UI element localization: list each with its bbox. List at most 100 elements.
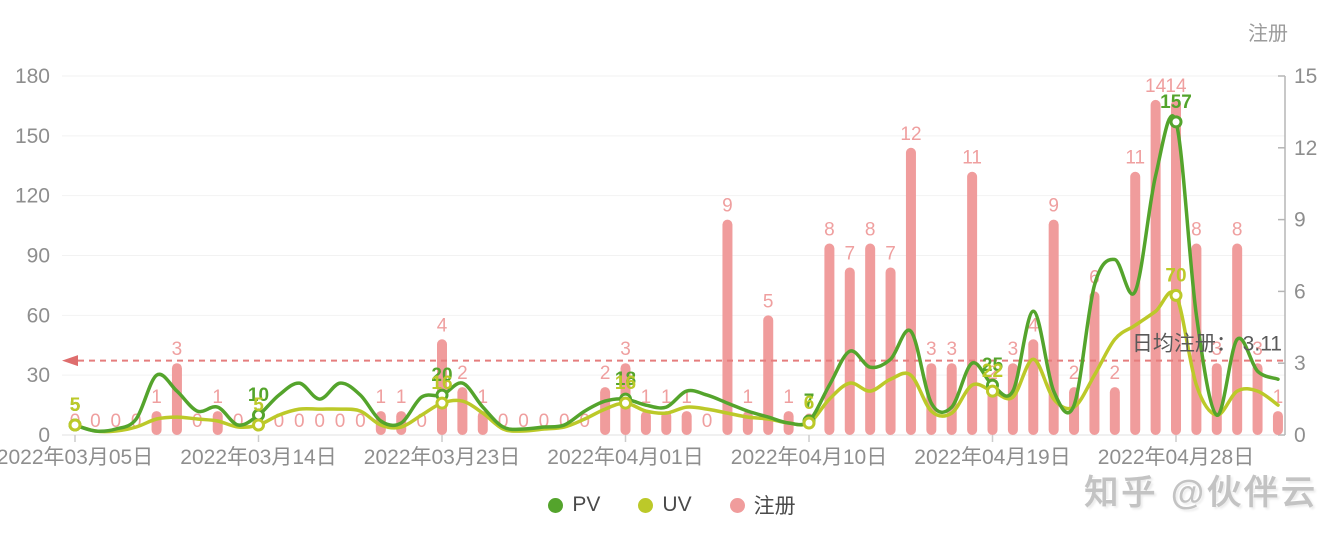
- uv-marker: [802, 416, 816, 430]
- registration-value-label: 1: [212, 387, 223, 408]
- uv-marker: [1169, 288, 1183, 302]
- registration-value-label: 1: [681, 387, 692, 408]
- registration-value-label: 9: [722, 196, 733, 217]
- registration-value-label: 1: [396, 387, 407, 408]
- x-axis-tick-label: 2022年03月05日: [0, 446, 153, 469]
- registration-value-label: 3: [1211, 339, 1222, 360]
- registration-value-label: 1: [477, 387, 488, 408]
- legend-item-uv[interactable]: UV: [638, 493, 692, 517]
- registration-value-label: 0: [539, 411, 550, 432]
- registration-bar: [151, 411, 162, 435]
- registration-value-label: 0: [416, 411, 427, 432]
- registration-value-label: 0: [192, 411, 203, 432]
- registration-bar: [1109, 387, 1120, 435]
- registration-value-label: 11: [1125, 148, 1145, 169]
- registration-value-label: 0: [518, 411, 529, 432]
- pv-legend-dot-icon: [548, 497, 564, 513]
- registration-bar: [1130, 171, 1141, 435]
- registration-value-label: 8: [1191, 220, 1202, 241]
- pv-marker: [1169, 115, 1183, 129]
- registration-value-label: 3: [1008, 339, 1019, 360]
- x-axis-tick-label: 2022年03月14日: [180, 446, 336, 469]
- registration-value-label: 8: [1232, 220, 1243, 241]
- registration-value-label: 0: [294, 411, 305, 432]
- registration-value-label: 0: [355, 411, 366, 432]
- registration-bar: [212, 411, 223, 435]
- registration-value-label: 8: [865, 220, 876, 241]
- registration-value-label: 2: [987, 363, 998, 384]
- uv-marker: [252, 418, 266, 432]
- registration-bar: [763, 315, 774, 435]
- registration-value-label: 0: [335, 411, 346, 432]
- registration-bar: [905, 147, 916, 436]
- zhihu-watermark: 知乎 @伙伴云: [1084, 474, 1318, 512]
- registration-value-label: 5: [763, 291, 774, 312]
- registration-value-label: 1: [641, 387, 652, 408]
- registration-value-label: 3: [1252, 339, 1263, 360]
- registration-value-label: 1: [743, 387, 754, 408]
- registration-value-label: 0: [274, 411, 285, 432]
- registration-value-label: 2: [1069, 363, 1080, 384]
- registration-value-label: 3: [620, 339, 631, 360]
- registration-value-label: 1: [783, 387, 794, 408]
- pv-value-label: 10: [248, 385, 269, 406]
- registration-value-label: 8: [824, 220, 835, 241]
- right-axis-tick-label: 3: [1294, 352, 1306, 375]
- right-axis-tick-label: 9: [1294, 209, 1306, 232]
- registration-value-label: 0: [314, 411, 325, 432]
- registration-legend-label: 注册: [753, 495, 796, 518]
- uv-value-label: 6: [804, 393, 815, 414]
- left-axis-tick-label: 0: [38, 424, 50, 447]
- registration-value-label: 0: [559, 411, 570, 432]
- right-axis-tick-label: 0: [1294, 424, 1306, 447]
- registration-value-label: 1: [151, 387, 162, 408]
- registration-bar: [987, 387, 998, 435]
- x-axis-tick-label: 2022年04月28日: [1098, 446, 1254, 469]
- uv-marker: [986, 384, 1000, 398]
- registration-value-label: 14: [1165, 76, 1187, 97]
- legend-item-registration[interactable]: 注册: [729, 490, 796, 520]
- registration-value-label: 2: [1110, 363, 1121, 384]
- left-axis-tick-label: 90: [27, 245, 50, 268]
- pv-value-label: 157: [1160, 92, 1192, 113]
- registration-bar: [967, 171, 978, 435]
- uv-value-label: 5: [253, 395, 264, 416]
- registration-value-label: 1: [376, 387, 387, 408]
- uv-legend-label: UV: [662, 493, 692, 516]
- pv-value-label: 20: [431, 365, 452, 386]
- registration-value-label: 7: [844, 243, 855, 264]
- registration-bar: [824, 243, 835, 435]
- registration-bar: [457, 387, 468, 435]
- avg-markline-arrow-icon: [62, 355, 78, 367]
- registration-value-label: 14: [1145, 76, 1167, 97]
- right-axis-title: 注册: [1248, 22, 1288, 45]
- registration-value-label: 12: [900, 124, 921, 145]
- registration-bar: [1211, 363, 1222, 435]
- registration-value-label: 3: [172, 339, 183, 360]
- registration-value-label: 11: [962, 148, 982, 169]
- registration-bar: [1252, 363, 1263, 435]
- x-axis-tick-label: 2022年04月10日: [731, 446, 887, 469]
- registration-legend-dot-icon: [729, 497, 745, 513]
- registration-value-label: 0: [233, 411, 244, 432]
- uv-value-label: 16: [431, 373, 452, 394]
- registration-value-label: 3: [946, 339, 957, 360]
- registration-value-label: 0: [579, 411, 590, 432]
- registration-value-label: 0: [702, 411, 713, 432]
- uv-marker: [619, 396, 633, 410]
- right-axis-tick-label: 12: [1294, 137, 1317, 160]
- registration-value-label: 1: [661, 387, 672, 408]
- legend-item-pv[interactable]: PV: [548, 493, 600, 517]
- registration-value-label: 4: [1028, 315, 1039, 336]
- uv-value-label: 5: [70, 395, 81, 416]
- registration-bar: [437, 339, 448, 435]
- registration-value-label: 1: [1273, 387, 1284, 408]
- pv-value-label: 7: [804, 391, 815, 412]
- registration-value-label: 7: [885, 243, 896, 264]
- registration-bar: [1028, 339, 1039, 435]
- x-axis-tick-label: 2022年04月19日: [914, 446, 1070, 469]
- registration-value-label: 0: [90, 411, 101, 432]
- registration-bar: [1089, 291, 1100, 435]
